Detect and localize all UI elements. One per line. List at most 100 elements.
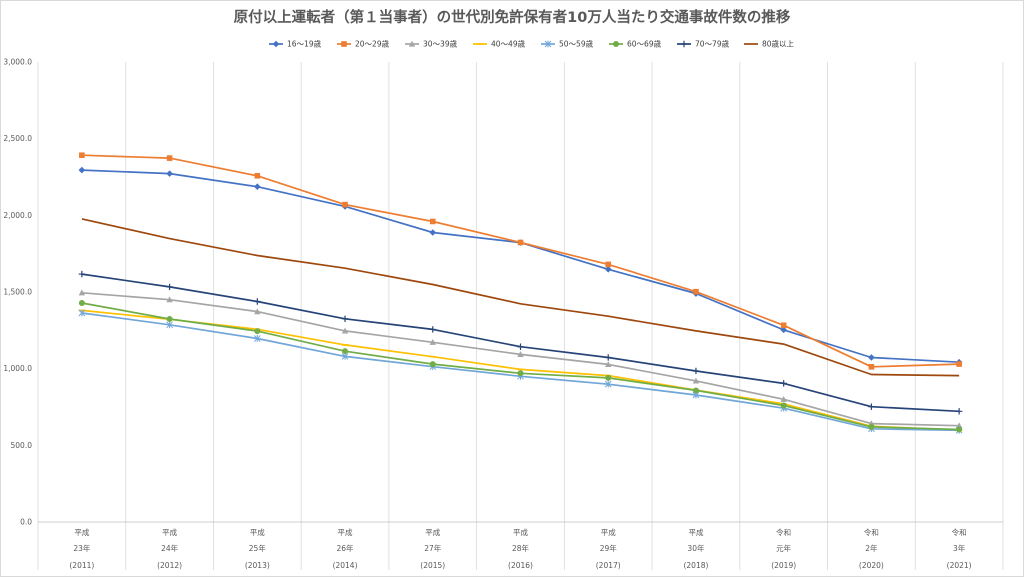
x-tick-label-year: 26年 bbox=[337, 543, 355, 553]
x-tick-label-western: (2020) bbox=[859, 561, 884, 570]
y-tick-label: 0.0 bbox=[20, 518, 32, 527]
legend-item: 20～29歳 bbox=[337, 39, 390, 49]
data-point bbox=[605, 354, 612, 361]
x-tick-label-year: 23年 bbox=[73, 543, 91, 553]
data-point bbox=[408, 40, 416, 47]
legend: 16～19歳 20～29歳 30～39歳 40～49歳 50～59歳 60～69歳 70～7… bbox=[269, 39, 795, 49]
data-point bbox=[955, 422, 963, 429]
legend-label: 30～39歳 bbox=[423, 39, 458, 49]
data-point bbox=[166, 321, 173, 329]
x-tick-label-year: 3年 bbox=[953, 543, 966, 553]
x-tick-label-western: (2021) bbox=[947, 561, 972, 570]
data-point bbox=[605, 374, 612, 381]
data-point bbox=[429, 326, 436, 333]
series-group bbox=[78, 270, 963, 415]
data-point bbox=[517, 370, 524, 377]
x-tick-label-western: (2017) bbox=[596, 561, 621, 570]
y-tick-label: 3,000.0 bbox=[3, 58, 32, 67]
x-tick-label-western: (2019) bbox=[771, 561, 796, 570]
series-line bbox=[81, 218, 960, 377]
x-tick-label-year: 30年 bbox=[687, 543, 705, 553]
data-point bbox=[78, 166, 86, 174]
gridlines bbox=[37, 62, 1004, 570]
chart-title: 原付以上運転者（第１当事者）の世代別免許保有者10万人当たり交通事故件数の推移 bbox=[234, 8, 791, 26]
x-tick-label-western: (2012) bbox=[157, 561, 182, 570]
x-tick-label-year: 29年 bbox=[600, 543, 618, 553]
x-tick-label-era: 令和 bbox=[776, 527, 791, 537]
data-point bbox=[429, 338, 436, 345]
x-tick-label-year: 25年 bbox=[249, 543, 267, 553]
data-point bbox=[780, 326, 787, 334]
data-point bbox=[254, 183, 261, 190]
data-point bbox=[605, 361, 612, 367]
data-point bbox=[868, 423, 875, 430]
series-group bbox=[78, 166, 963, 366]
legend-label: 40～49歳 bbox=[491, 39, 526, 49]
x-tick-label-year: 元年 bbox=[776, 543, 791, 553]
series-group bbox=[79, 152, 962, 370]
legend-label: 16～19歳 bbox=[287, 39, 322, 49]
data-point bbox=[956, 361, 962, 367]
x-tick-label-year: 28年 bbox=[512, 543, 530, 553]
data-point bbox=[272, 40, 280, 48]
x-tick-label-western: (2016) bbox=[508, 561, 533, 570]
x-tick-label-year: 2年 bbox=[865, 543, 878, 553]
data-point bbox=[78, 300, 85, 307]
legend-label: 60～69歳 bbox=[627, 39, 662, 49]
data-point bbox=[693, 288, 699, 295]
x-tick-label-era: 平成 bbox=[425, 527, 440, 537]
data-point bbox=[613, 41, 619, 47]
data-point bbox=[254, 172, 261, 179]
series-group bbox=[81, 218, 960, 377]
y-tick-label: 500.0 bbox=[11, 441, 33, 450]
series-layer bbox=[78, 152, 963, 434]
x-tick-label-era: 平成 bbox=[250, 527, 265, 537]
y-tick-label: 1,000.0 bbox=[3, 364, 32, 373]
y-axis: 0.0 500.0 1,000.0 1,500.0 2,000.0 2,500.0 3,00… bbox=[3, 58, 32, 527]
data-point bbox=[254, 328, 261, 335]
x-tick-label-era: 平成 bbox=[601, 527, 616, 537]
data-point bbox=[544, 40, 552, 48]
data-point bbox=[780, 402, 787, 409]
y-tick-label: 1,500.0 bbox=[3, 288, 32, 297]
data-point bbox=[342, 201, 348, 208]
data-point bbox=[780, 322, 787, 329]
y-tick-label: 2,500.0 bbox=[3, 134, 32, 143]
x-tick-label-era: 平成 bbox=[162, 527, 177, 537]
data-point bbox=[692, 367, 700, 375]
data-point bbox=[956, 426, 963, 433]
data-point bbox=[517, 343, 524, 350]
legend-item: 70～79歳 bbox=[677, 39, 730, 49]
data-point bbox=[254, 298, 261, 305]
data-point bbox=[342, 348, 349, 355]
data-point bbox=[868, 403, 875, 410]
legend-item: 80歳以上 bbox=[744, 39, 795, 49]
data-point bbox=[253, 335, 261, 342]
x-tick-label-era: 令和 bbox=[864, 527, 879, 537]
data-point bbox=[868, 364, 875, 370]
data-point bbox=[79, 152, 85, 159]
series-group bbox=[78, 289, 963, 429]
y-tick-label: 2,000.0 bbox=[3, 211, 32, 220]
data-point bbox=[605, 261, 612, 268]
legend-item: 50～59歳 bbox=[541, 39, 594, 49]
data-point bbox=[604, 380, 612, 388]
data-point bbox=[341, 315, 349, 323]
x-tick-label-era: 平成 bbox=[513, 527, 528, 537]
data-point bbox=[166, 170, 173, 177]
x-axis: 平成 23年 (2011) 平成 24年 (2012) 平成 25年 (2013) 平成 26年 (2… bbox=[69, 527, 971, 570]
data-point bbox=[429, 229, 437, 236]
data-point bbox=[166, 155, 173, 161]
x-tick-label-era: 平成 bbox=[338, 527, 353, 537]
data-point bbox=[166, 315, 173, 322]
data-point bbox=[868, 354, 875, 361]
x-tick-label-western: (2015) bbox=[420, 561, 445, 570]
data-point bbox=[692, 377, 700, 384]
x-tick-label-era: 平成 bbox=[688, 527, 703, 537]
data-point bbox=[692, 387, 699, 394]
data-point bbox=[166, 296, 173, 303]
legend-label: 20～29歳 bbox=[355, 39, 390, 49]
data-point bbox=[429, 361, 436, 368]
data-point bbox=[166, 283, 173, 291]
data-point bbox=[517, 239, 524, 246]
